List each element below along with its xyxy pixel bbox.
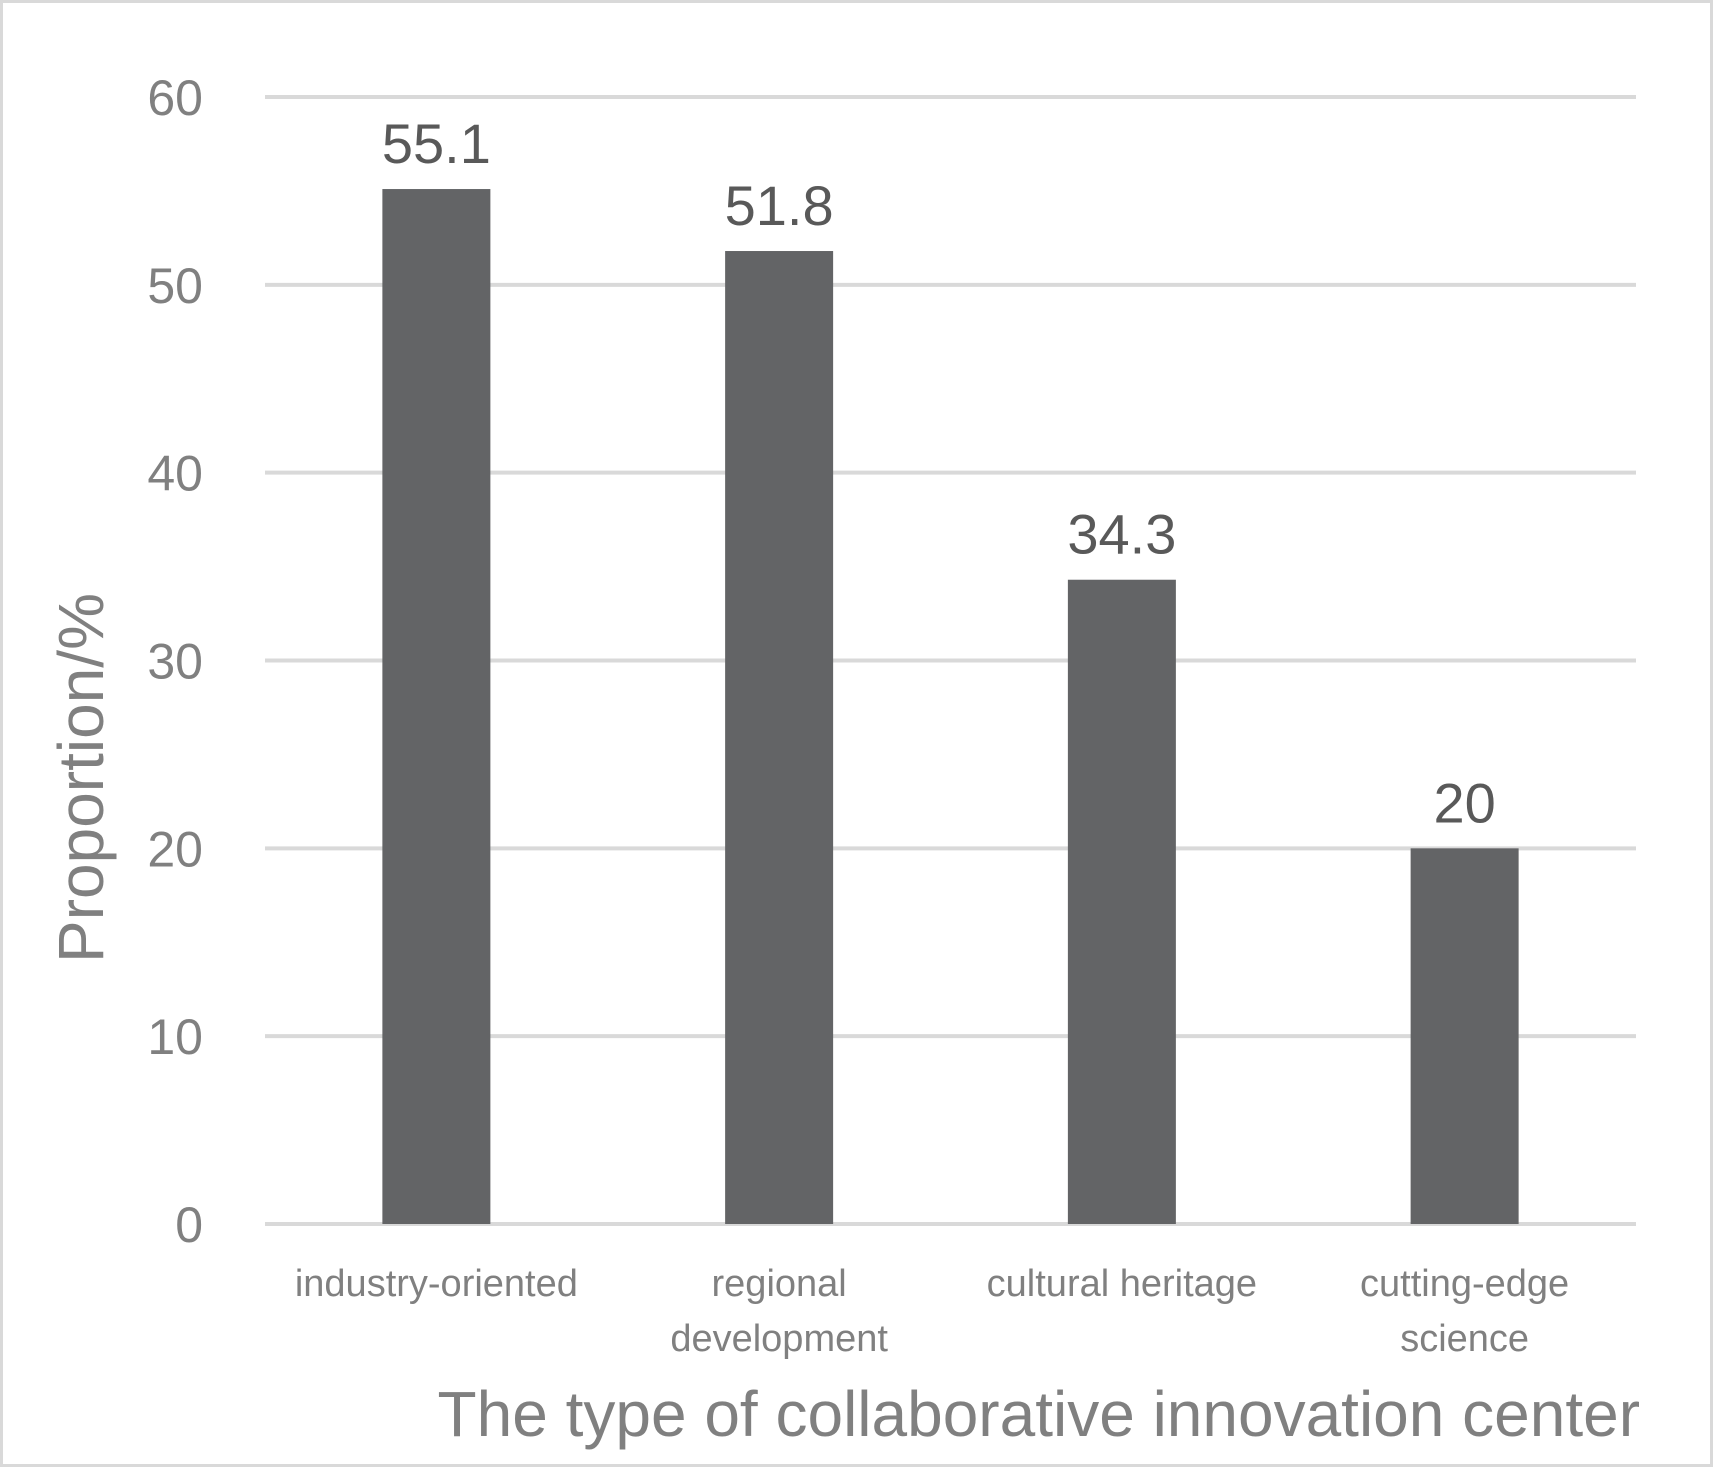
y-tick-label: 50 <box>147 258 203 314</box>
y-tick-label: 0 <box>175 1197 203 1253</box>
gridlines <box>265 95 1636 1226</box>
bars <box>382 189 1519 1225</box>
bar <box>725 251 834 1225</box>
y-tick-label: 30 <box>147 634 203 690</box>
x-tick-label: cutting-edge <box>1360 1263 1569 1305</box>
data-labels: 55.1 51.8 34.3 20 <box>382 112 1496 834</box>
x-tick-label: industry-oriented <box>295 1263 578 1305</box>
data-label: 34.3 <box>1067 503 1176 566</box>
bar <box>1410 848 1519 1224</box>
x-axis-categories: industry-oriented regional development cult… <box>295 1263 1569 1360</box>
y-tick-label: 20 <box>147 821 203 877</box>
bar <box>1067 579 1176 1224</box>
x-tick-label: cultural heritage <box>987 1263 1257 1305</box>
data-label: 55.1 <box>382 112 491 175</box>
y-axis-title: Proportion/% <box>45 593 117 963</box>
x-axis-title: The type of collaborative innovation cen… <box>438 1378 1641 1450</box>
y-axis-ticks: 0 10 20 30 40 50 60 <box>147 70 203 1253</box>
x-tick-label: science <box>1400 1318 1529 1360</box>
x-tick-label: regional <box>712 1263 847 1305</box>
y-tick-label: 60 <box>147 70 203 126</box>
y-tick-label: 40 <box>147 446 203 502</box>
y-tick-label: 10 <box>147 1009 203 1065</box>
bar <box>382 189 491 1224</box>
x-tick-label: development <box>670 1318 888 1360</box>
data-label: 51.8 <box>725 174 834 237</box>
data-label: 20 <box>1433 771 1495 834</box>
bar-chart: 0 10 20 30 40 50 60 55.1 51.8 34.3 20 industry-or… <box>45 70 1641 1450</box>
